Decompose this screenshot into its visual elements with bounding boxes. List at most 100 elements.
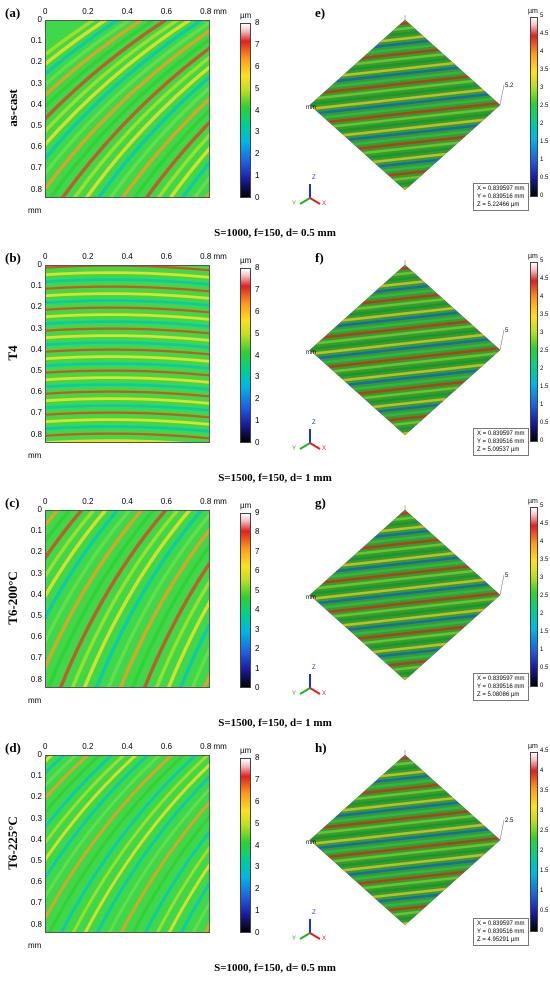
colorbar-2d-tick: 0 xyxy=(255,928,260,937)
colorbar-2d-unit: µm xyxy=(240,501,252,510)
colorbar-3d-tick: 1 xyxy=(540,888,544,894)
y-unit-label: mm xyxy=(28,206,42,215)
colorbar-2d-tick: 3 xyxy=(255,372,260,382)
colorbar-2d-tick: 7 xyxy=(255,39,260,49)
x-tick-label: 0.4 xyxy=(121,497,133,506)
colorbar-3d-tick: 3.5 xyxy=(540,788,549,794)
surface-stripe xyxy=(310,840,500,867)
triad-y-axis xyxy=(299,687,311,695)
colorbar-2d-tick: 5 xyxy=(255,328,260,338)
y-tick-label: 0 xyxy=(37,260,42,269)
colorbar-2d-tick: 1 xyxy=(255,416,260,426)
colorbar-3d-tick: 5 xyxy=(540,13,544,19)
colorbar-2d-tick: 5 xyxy=(255,83,260,93)
colorbar-3d-tick: 1 xyxy=(540,647,544,653)
y-tick-label: 0.1 xyxy=(30,281,42,291)
axis-triad xyxy=(299,919,321,940)
panel-letter-3d: h) xyxy=(315,740,327,755)
panel-letter-2d: (b) xyxy=(5,250,21,265)
x-readout: X = 0.839597 mm xyxy=(477,676,525,682)
y-tick-label: 0.2 xyxy=(30,57,42,67)
triad-z-label: Z xyxy=(312,665,316,671)
colorbar-3d-tick: 2.5 xyxy=(540,348,549,354)
colorbar-2d-tick: 7 xyxy=(255,774,260,784)
y-tick-label: 0.1 xyxy=(30,36,42,46)
surface-stripe xyxy=(310,830,500,857)
surface-stripe xyxy=(310,345,500,372)
surface-stripe xyxy=(310,815,500,842)
height-map-3d xyxy=(309,15,505,191)
figure-row-2: (c) T6-200°C 0 0.2 0.4 0.6 0.8 mm 0 0.1 0.2 0.3 0.4… xyxy=(0,495,550,740)
y-tick-label: 0.3 xyxy=(30,568,42,578)
y-tick-label: 0.8 xyxy=(30,184,42,194)
dimension-readout: X = 0.839597 mm Y = 0.839516 mm Z = 4.9529… xyxy=(473,918,529,946)
y-tick-label: 0.6 xyxy=(30,142,42,152)
surface-stripe xyxy=(310,80,500,107)
triad-y-label: Y xyxy=(292,936,297,942)
colorbar-3d-unit: µm xyxy=(528,498,538,505)
axis-triad xyxy=(299,429,321,450)
y-tick-label: 0.7 xyxy=(30,163,42,173)
colorbar-3d-unit: µm xyxy=(528,253,538,260)
colorbar-2d-tick: 2 xyxy=(255,884,260,894)
surface-stripe xyxy=(310,340,500,367)
surface-stripe xyxy=(310,100,500,127)
panel-letter-3d: f) xyxy=(315,250,324,265)
colorbar-2d-tick: 6 xyxy=(255,566,260,576)
colorbar-3d-tick: 3 xyxy=(540,808,544,814)
axis-3d-unit-label: mm xyxy=(306,105,316,111)
triad-z-label: Z xyxy=(312,420,316,426)
z-readout: Z = 4.95291 µm xyxy=(477,937,520,943)
axis-3d-top-label: 5 xyxy=(505,573,509,579)
x-tick-label: 0.2 xyxy=(82,742,94,751)
panel-letter-3d: e) xyxy=(315,5,326,20)
dimension-readout: X = 0.839597 mm Y = 0.839516 mm Z = 5.2246… xyxy=(473,183,529,211)
height-map-texture xyxy=(46,756,209,932)
colorbar-3d-tick: 3 xyxy=(540,330,544,336)
colorbar-3d-tick: 0.5 xyxy=(540,665,549,671)
surface-stripe xyxy=(310,585,500,612)
triad-y-label: Y xyxy=(292,201,297,207)
x-readout: X = 0.839597 mm xyxy=(477,921,525,927)
triad-z-label: Z xyxy=(312,175,316,181)
y-tick-label: 0.4 xyxy=(30,344,42,354)
colorbar-3d xyxy=(530,752,538,932)
colorbar-3d-tick: 1 xyxy=(540,157,544,163)
y-unit-label: mm xyxy=(28,696,42,705)
x-readout: X = 0.839597 mm xyxy=(477,186,525,192)
surface-stripe xyxy=(310,105,500,132)
colorbar-2d-tick: 2 xyxy=(255,149,260,159)
colorbar-3d-tick: 3 xyxy=(540,575,544,581)
colorbar-2d xyxy=(240,23,251,198)
surface-stripe xyxy=(310,325,500,352)
colorbar-2d-tick: 8 xyxy=(255,753,260,762)
colorbar-2d-tick: 0 xyxy=(255,683,260,692)
x-tick-label: 0.2 xyxy=(82,497,94,506)
colorbar-2d xyxy=(240,758,251,933)
surface-stripe xyxy=(310,330,500,357)
colorbar-2d-tick: 1 xyxy=(255,906,260,916)
colorbar-3d-tick: 2 xyxy=(540,121,544,127)
colorbar-3d-tick: 1.5 xyxy=(540,629,549,635)
colorbar-3d-tick: 1 xyxy=(540,402,544,408)
y-tick-label: 0.3 xyxy=(30,323,42,333)
figure-row-3: (d) T6-225°C 0 0.2 0.4 0.6 0.8 mm 0 0.1 0.2 0.3 0.4… xyxy=(0,740,550,985)
y-tick-label: 0 xyxy=(37,750,42,759)
surface-stripe xyxy=(310,825,500,852)
colorbar-2d xyxy=(240,268,251,443)
colorbar-3d xyxy=(530,17,538,197)
panel-letter-2d: (d) xyxy=(5,740,21,755)
y-tick-label: 0.8 xyxy=(30,919,42,929)
axis-3d-top-label: 5.2 xyxy=(505,83,514,89)
y-tick-label: 0.5 xyxy=(30,365,42,375)
x-tick-label: 0.2 xyxy=(82,252,94,261)
surface-stripe xyxy=(310,85,500,112)
figure-row-1: (b) T4 0 0.2 0.4 0.6 0.8 mm 0 0.1 0.2 0.3 0.4 0.5 0.6… xyxy=(0,250,550,495)
colorbar-2d-tick: 0 xyxy=(255,438,260,447)
surface-stripe xyxy=(310,335,500,362)
height-map-texture xyxy=(46,21,209,197)
colorbar-2d-tick: 4 xyxy=(255,605,260,615)
colorbar-2d-tick: 8 xyxy=(255,263,260,272)
y-tick-label: 0.4 xyxy=(30,589,42,599)
surface-stripe xyxy=(310,835,500,862)
